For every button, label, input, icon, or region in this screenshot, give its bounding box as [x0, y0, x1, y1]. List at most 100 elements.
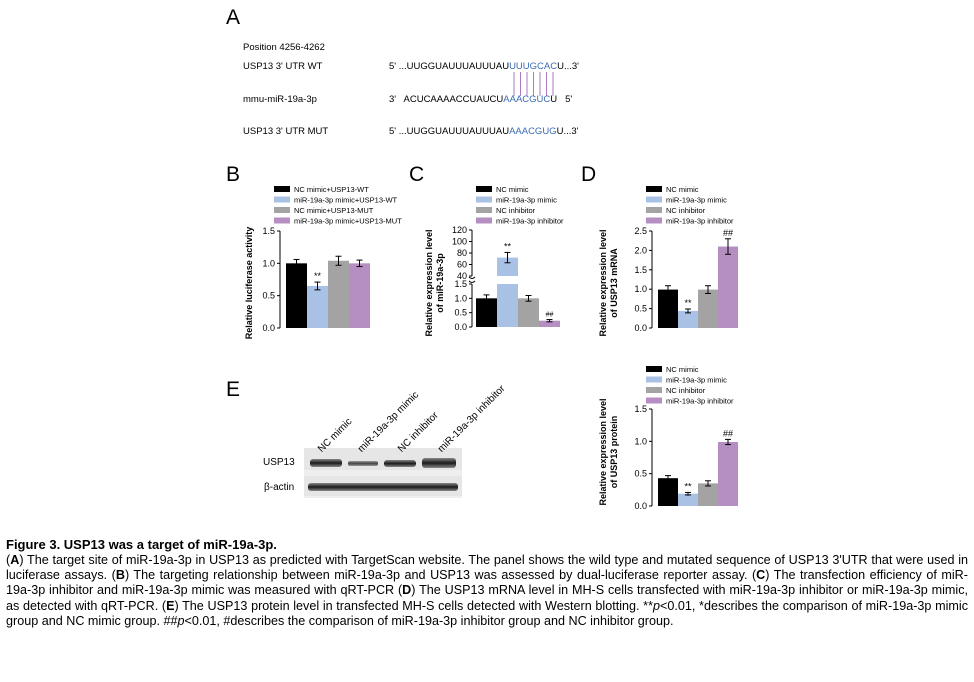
y-axis-label: of miR-19a-3p: [435, 253, 445, 313]
y-tick-label: 0.0: [634, 323, 647, 333]
legend-swatch: [646, 217, 662, 224]
legend-label: miR-19a-3p inhibitor: [496, 217, 564, 226]
legend-swatch: [476, 186, 492, 192]
band-usp13-nc-inhibitor: [384, 460, 416, 467]
y-tick-label: 40: [457, 271, 467, 281]
figure-caption: (A) The target site of miR-19a-3p in USP…: [6, 553, 968, 628]
bar: [476, 298, 497, 327]
bar: [678, 310, 698, 328]
y-tick-label: 0.5: [634, 304, 647, 314]
legend-label: NC mimic+USP13-MUT: [294, 206, 374, 215]
legend-label: NC mimic: [496, 185, 529, 194]
y-tick-label: 0.0: [634, 501, 647, 511]
bar: [658, 289, 678, 328]
y-axis-label: Relative expression level: [598, 398, 608, 505]
bar-upper: [497, 257, 518, 276]
legend-swatch: [646, 387, 662, 393]
legend-swatch: [274, 207, 290, 213]
y-tick-label: 120: [452, 225, 467, 235]
y-tick-label: 0.5: [262, 291, 275, 301]
legend-swatch: [274, 217, 290, 224]
legend-label: NC mimic+USP13-WT: [294, 185, 369, 194]
legend-label: miR-19a-3p inhibitor: [666, 217, 734, 226]
bar: [698, 289, 718, 328]
wt-label: USP13 3' UTR WT: [243, 61, 323, 72]
legend-label: NC inhibitor: [496, 206, 536, 215]
mirna-label: mmu-miR-19a-3p: [243, 94, 317, 105]
legend-swatch: [646, 376, 662, 383]
y-axis-label: Relative expression level: [424, 229, 434, 336]
y-tick-label: 1.5: [454, 279, 467, 289]
legend-swatch: [274, 196, 290, 203]
bar: [286, 263, 307, 328]
significance-mark: ##: [723, 428, 733, 438]
bar: [698, 483, 718, 506]
legend-label: miR-19a-3p inhibitor: [666, 397, 734, 406]
mut-sequence: 5' ...UUGGUAUUUAUUUAUAAACGUGU...3': [389, 126, 579, 137]
legend-label: miR-19a-3p mimic: [666, 376, 727, 385]
legend-swatch: [476, 196, 492, 203]
legend-label: NC inhibitor: [666, 206, 706, 215]
bar: [539, 320, 560, 327]
legend-label: miR-19a-3p mimic: [496, 196, 557, 205]
y-tick-label: 100: [452, 237, 467, 247]
position-label: Position 4256-4262: [243, 42, 325, 53]
significance-mark: ##: [546, 312, 554, 319]
y-tick-label: 1.5: [634, 404, 647, 414]
band-usp13-nc-mimic: [310, 459, 342, 467]
bar: [518, 298, 539, 327]
bar: [718, 246, 738, 328]
y-tick-label: 60: [457, 260, 467, 270]
y-tick-label: 0.0: [454, 322, 467, 332]
y-tick-label: 1.5: [262, 226, 275, 236]
bar: [307, 285, 328, 328]
significance-mark: **: [684, 298, 692, 308]
legend-swatch: [476, 217, 492, 224]
legend-label: miR-19a-3p mimic+USP13-MUT: [294, 217, 402, 226]
blot-image: [304, 448, 462, 498]
y-tick-label: 1.5: [634, 265, 647, 275]
legend-swatch: [646, 186, 662, 192]
y-tick-label: 80: [457, 248, 467, 258]
bar: [328, 260, 349, 328]
pairing-lines: [513, 72, 554, 96]
bar: [658, 478, 678, 506]
y-axis-label: of USP13 mRNA: [609, 248, 619, 318]
significance-mark: ##: [723, 228, 733, 238]
legend-swatch: [646, 207, 662, 213]
blot-label-usp13: USP13: [263, 457, 295, 468]
legend-label: miR-19a-3p mimic+USP13-WT: [294, 196, 398, 205]
legend-swatch: [476, 207, 492, 213]
blot-label-actin: β-actin: [264, 482, 295, 493]
panel-letter-d: D: [581, 163, 597, 186]
figure-title: Figure 3. USP13 was a target of miR-19a-…: [6, 537, 277, 552]
mut-label: USP13 3' UTR MUT: [243, 126, 329, 137]
legend-label: NC inhibitor: [666, 386, 706, 395]
legend-swatch: [274, 186, 290, 192]
bar-lower: [497, 284, 518, 327]
legend-label: NC mimic: [666, 185, 699, 194]
bar: [678, 493, 698, 506]
band-usp13-inhibitor: [422, 458, 456, 468]
y-tick-label: 1.0: [634, 436, 647, 446]
y-tick-label: 1.0: [262, 258, 275, 268]
y-axis-label: Relative luciferase activity: [244, 227, 254, 340]
y-tick-label: 0.0: [262, 323, 275, 333]
y-tick-label: 2.5: [634, 226, 647, 236]
legend-label: NC mimic: [666, 365, 699, 374]
wt-sequence: 5' ...UUGGUAUUUAUUUAUUUUGCACU...3': [389, 61, 579, 72]
bar: [718, 441, 738, 506]
y-tick-label: 2.0: [634, 245, 647, 255]
legend-swatch: [646, 366, 662, 372]
legend-swatch: [646, 196, 662, 203]
bar: [349, 263, 370, 328]
blot-bands: [304, 448, 462, 496]
legend-swatch: [646, 397, 662, 404]
axis-break: [468, 276, 476, 283]
y-axis-label: of USP13 protein: [609, 416, 619, 489]
legend-label: miR-19a-3p mimic: [666, 196, 727, 205]
panel-letter-e: E: [226, 378, 241, 401]
mirna-sequence: 3' ACUCAAAACCUAUCUAAACGUCU 5': [389, 94, 573, 105]
y-tick-label: 1.0: [454, 293, 467, 303]
